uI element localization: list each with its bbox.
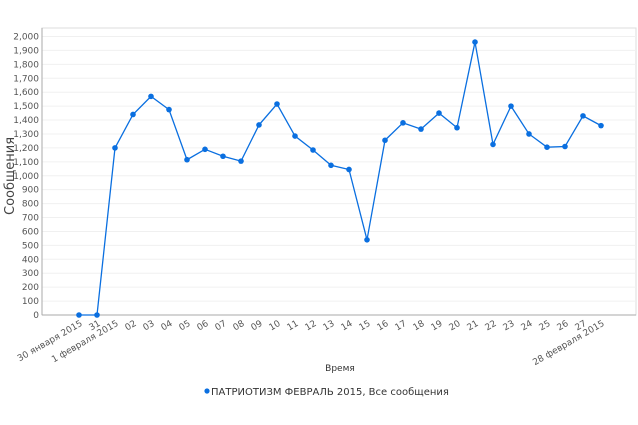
data-point[interactable] (166, 106, 172, 113)
y-tick-label: 2,000 (13, 33, 39, 43)
x-tick-label: 09 (250, 319, 265, 334)
y-tick-label: 1,300 (13, 130, 39, 140)
x-tick-label: 18 (412, 319, 427, 334)
data-point[interactable] (436, 110, 442, 116)
data-point[interactable] (202, 146, 208, 153)
series-line (79, 41, 602, 316)
data-point[interactable] (400, 120, 406, 126)
data-point[interactable] (562, 143, 568, 150)
y-tick-label: 200 (22, 283, 39, 293)
data-point[interactable] (184, 156, 190, 163)
legend-marker (204, 388, 210, 394)
data-point[interactable] (580, 113, 586, 119)
x-tick-label: 15 (358, 319, 373, 333)
data-point[interactable] (328, 162, 334, 169)
data-point[interactable] (544, 144, 550, 151)
x-tick-label: 06 (196, 319, 211, 334)
data-point[interactable] (346, 166, 352, 173)
y-tick-label: 1,500 (13, 102, 39, 112)
x-tick-label: 22 (484, 319, 499, 333)
x-tick-label: 24 (520, 319, 535, 334)
y-tick-label: 0 (33, 311, 39, 321)
x-tick-label: 16 (376, 319, 391, 334)
data-point[interactable] (220, 153, 226, 160)
x-tick-label: 27 (574, 319, 589, 333)
y-tick-label: 800 (22, 200, 39, 210)
y-tick-label: 1,800 (13, 60, 39, 70)
data-point[interactable] (454, 124, 460, 131)
data-point[interactable] (418, 126, 424, 132)
x-tick-label: 1 февраля 2015 (50, 319, 120, 365)
y-tick-label: 1,000 (13, 172, 39, 182)
x-tick-label: 21 (466, 319, 481, 333)
x-tick-label: 19 (430, 319, 445, 334)
y-tick-label: 400 (22, 255, 39, 265)
y-tick-label: 600 (22, 227, 39, 237)
data-point[interactable] (94, 312, 100, 318)
x-tick-label: 11 (286, 319, 301, 333)
x-axis-label: Время (325, 364, 355, 374)
data-point[interactable] (256, 122, 262, 128)
data-point[interactable] (292, 133, 298, 139)
x-tick-label: 13 (322, 319, 337, 333)
x-tick-label: 04 (160, 319, 175, 334)
plot-area (41, 27, 637, 316)
data-point[interactable] (472, 39, 478, 45)
x-tick-label: 14 (340, 319, 355, 334)
y-axis-label: Сообщения (3, 137, 18, 215)
y-tick-label: 1,900 (13, 46, 39, 56)
x-tick-label: 07 (214, 319, 229, 333)
data-point[interactable] (598, 122, 604, 129)
legend-label[interactable]: ПАТРИОТИЗМ ФЕВРАЛЬ 2015, Все сообщения (211, 387, 449, 398)
data-point[interactable] (490, 141, 496, 148)
data-point[interactable] (112, 145, 118, 151)
x-tick-label: 17 (394, 319, 409, 333)
x-tick-label: 05 (178, 319, 193, 333)
data-point[interactable] (274, 101, 280, 107)
data-point[interactable] (382, 137, 388, 144)
data-point[interactable] (526, 131, 532, 137)
y-tick-label: 1,700 (13, 74, 39, 84)
x-tick-label: 31 (88, 319, 103, 333)
x-tick-label: 26 (556, 319, 571, 334)
x-tick-label: 12 (304, 319, 319, 333)
y-tick-label: 1,400 (13, 116, 39, 126)
y-tick-label: 900 (22, 186, 39, 196)
x-tick-label: 03 (142, 319, 157, 333)
x-tick-label: 08 (232, 319, 247, 334)
y-tick-label: 100 (22, 297, 39, 307)
x-tick-label: 02 (124, 319, 139, 333)
y-tick-label: 1,600 (13, 88, 39, 98)
x-tick-label: 20 (448, 319, 463, 334)
x-tick-label: 10 (268, 319, 283, 334)
x-tick-label: 23 (502, 319, 517, 333)
data-point[interactable] (130, 111, 136, 118)
data-point[interactable] (310, 147, 316, 153)
x-tick-label: 25 (538, 319, 553, 333)
y-tick-label: 1,100 (13, 158, 39, 168)
y-tick-label: 300 (22, 269, 39, 279)
y-tick-label: 1,200 (13, 144, 39, 154)
data-point[interactable] (148, 93, 154, 100)
data-point[interactable] (238, 158, 244, 164)
data-point[interactable] (364, 237, 370, 243)
data-point[interactable] (508, 103, 514, 109)
y-tick-label: 500 (22, 241, 39, 251)
y-tick-label: 700 (22, 214, 39, 224)
data-point[interactable] (76, 312, 82, 318)
